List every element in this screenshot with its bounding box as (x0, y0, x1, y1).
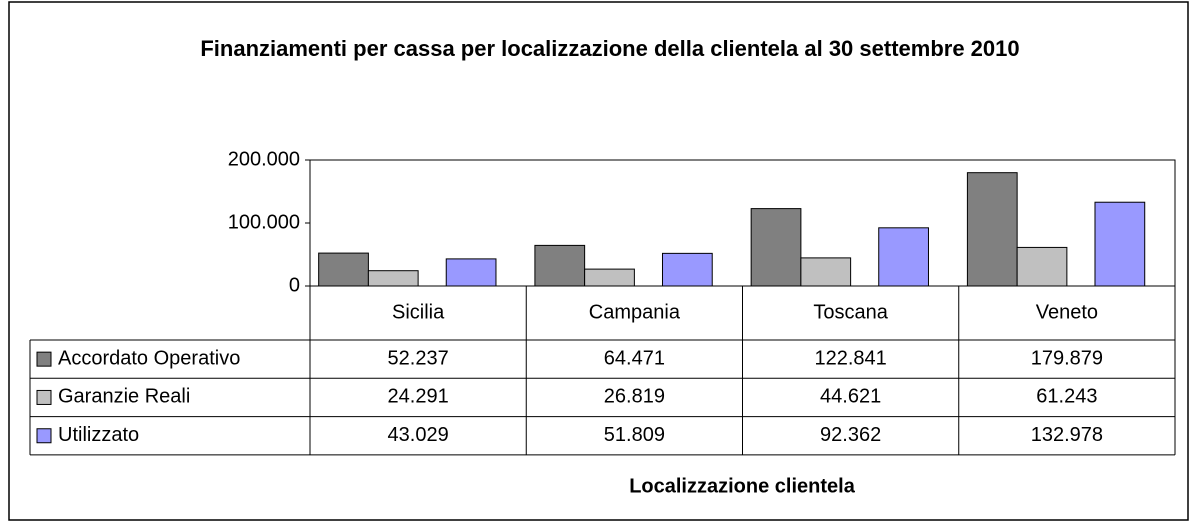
y-tick-label: 100.000 (228, 211, 300, 233)
bar (318, 252, 369, 287)
table-value: 122.841 (814, 347, 886, 369)
table-value: 52.237 (388, 347, 449, 369)
bar (878, 227, 929, 287)
chart-title: Finanziamenti per cassa per localizzazio… (200, 36, 1020, 61)
table-value: 92.362 (820, 424, 881, 446)
legend-swatch (36, 351, 52, 367)
table-value: 61.243 (1036, 386, 1097, 408)
bar (661, 252, 713, 287)
table-value: 179.879 (1031, 347, 1103, 369)
x-tick-label: Toscana (813, 301, 888, 323)
table-value: 132.978 (1031, 424, 1103, 446)
bar (534, 244, 586, 287)
bar (584, 268, 635, 287)
x-tick-label: Campania (589, 301, 681, 323)
bar (750, 208, 802, 287)
bar (966, 172, 1018, 287)
table-value: 26.819 (604, 386, 665, 408)
table-value: 51.809 (604, 424, 665, 446)
bar (1016, 246, 1068, 287)
legend-swatch (36, 389, 52, 405)
legend-label: Utilizzato (58, 424, 139, 446)
bar (445, 258, 497, 287)
x-tick-label: Sicilia (392, 301, 445, 323)
bar (367, 270, 419, 287)
border (8, 1, 1189, 521)
legend-label: Garanzie Reali (58, 386, 190, 408)
table-value: 64.471 (604, 347, 665, 369)
table-value: 44.621 (820, 386, 881, 408)
table-value: 43.029 (388, 424, 449, 446)
y-tick-label: 200.000 (228, 148, 300, 170)
table-value: 24.291 (388, 386, 449, 408)
x-axis-title: Localizzazione clientela (629, 475, 856, 497)
legend-label: Accordato Operativo (58, 347, 240, 369)
bar (800, 257, 852, 287)
x-tick-label: Veneto (1036, 301, 1098, 323)
y-tick-label: 0 (289, 274, 300, 296)
bar (1094, 201, 1146, 287)
legend-swatch (36, 428, 52, 444)
